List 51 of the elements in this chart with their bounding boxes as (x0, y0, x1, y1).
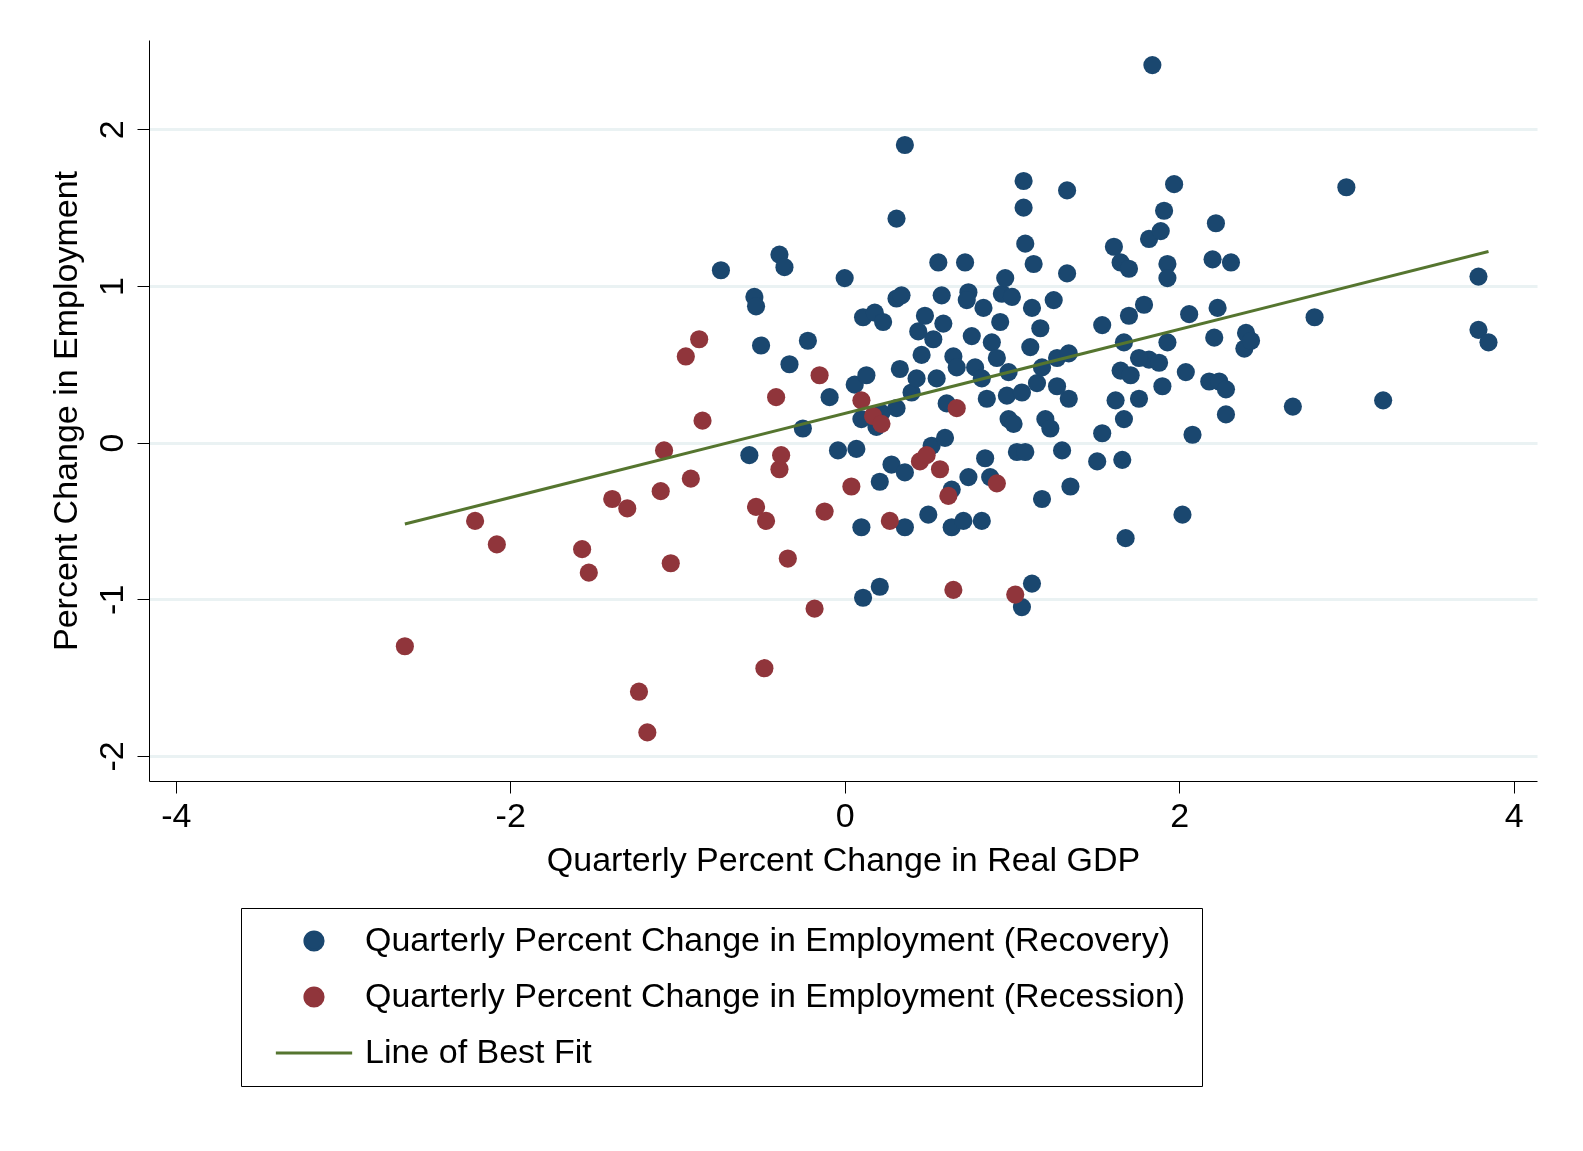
y-tick-label: 0 (91, 433, 130, 453)
point (930, 460, 950, 479)
point (755, 659, 774, 678)
point (693, 411, 712, 430)
point (810, 366, 829, 385)
point (676, 347, 695, 366)
point (778, 549, 797, 568)
point (638, 723, 657, 742)
y-tick-label: 2 (91, 120, 130, 140)
point (987, 474, 1006, 493)
x-tick-label: -2 (495, 795, 526, 834)
point (466, 511, 485, 531)
x-tick-label: 0 (835, 795, 855, 834)
point (947, 399, 966, 418)
y-tick-label: -1 (91, 584, 130, 615)
point (805, 599, 824, 618)
y-axis-title: Percent Change in Employment (45, 170, 84, 652)
legend-label: Quarterly Percent Change in Employment (Recession) (365, 976, 1186, 1014)
y-tick-label: -2 (91, 741, 130, 772)
point (487, 535, 506, 554)
legend-label: Line of Best Fit (365, 1032, 593, 1070)
point (852, 391, 871, 410)
x-tick-label: 2 (1170, 795, 1190, 834)
point (944, 580, 963, 599)
point (872, 414, 891, 433)
point (756, 511, 776, 531)
point (880, 511, 899, 531)
point (842, 477, 861, 496)
point (603, 489, 622, 509)
point (815, 502, 834, 521)
point (939, 486, 958, 505)
point (579, 563, 598, 582)
point (651, 482, 670, 501)
point (772, 446, 791, 465)
point (767, 388, 786, 407)
point (618, 499, 637, 518)
point (629, 682, 649, 701)
x-axis-title: Quarterly Percent Change in Real GDP (546, 839, 1141, 878)
point (690, 330, 709, 349)
point (395, 637, 414, 656)
point (681, 469, 700, 488)
point (746, 497, 766, 516)
point (573, 540, 592, 559)
point (661, 554, 680, 573)
point (1006, 585, 1025, 604)
y-tick-label: 1 (91, 276, 130, 296)
x-tick-label: -4 (161, 795, 192, 834)
point (654, 441, 674, 460)
x-tick-label: 4 (1504, 795, 1524, 834)
legend-label: Quarterly Percent Change in Employment (Recovery) (365, 920, 1170, 958)
point (917, 446, 936, 465)
